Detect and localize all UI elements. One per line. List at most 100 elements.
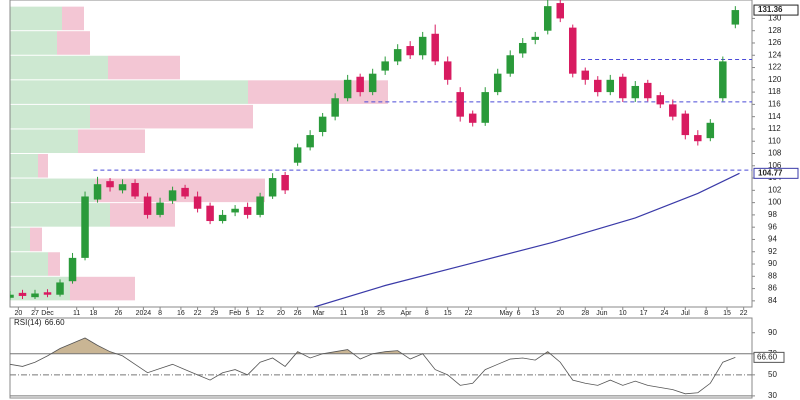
x-tick-label: 29 [210, 310, 218, 317]
candle-body [343, 79, 352, 99]
candle-body [581, 70, 590, 80]
rsi-y-tick-label: 30 [768, 391, 777, 400]
last-price-label: 131.36 [758, 5, 783, 14]
candle-body [644, 82, 652, 99]
y-tick-label: 114 [768, 112, 781, 121]
x-tick-label: 26 [294, 310, 302, 317]
candle-body [556, 3, 564, 19]
x-tick-label: 2024 [136, 310, 152, 317]
candle-body [431, 33, 439, 62]
x-tick-label: 20 [556, 310, 564, 317]
volume-up-bar [10, 104, 90, 129]
x-tick-label: 20 [277, 310, 285, 317]
candle-body [81, 196, 89, 258]
candle-body [106, 181, 114, 188]
volume-up-bar [10, 227, 30, 252]
candle-body [368, 73, 377, 93]
candle-body [669, 104, 677, 117]
rsi-y-tick-label: 50 [768, 370, 777, 379]
rsi-value-box [753, 351, 785, 363]
candle-body [231, 208, 239, 213]
y-tick-label: 110 [768, 136, 781, 145]
x-tick-label: Jul [681, 310, 690, 317]
candle-body [118, 184, 127, 191]
volume-down-bar [38, 154, 48, 178]
candle-body [168, 190, 177, 201]
y-tick-label: 128 [768, 26, 782, 35]
rsi-line [9, 337, 736, 395]
candle-body [10, 294, 14, 298]
rsi-y-tick-label: 90 [768, 328, 777, 337]
candle-body [594, 79, 602, 93]
candle-body [68, 257, 77, 282]
x-tick-label: 20 [14, 310, 22, 317]
candle-body [293, 147, 302, 163]
y-tick-label: 98 [768, 210, 777, 219]
volume-down-bar [48, 252, 60, 276]
x-tick-label: May [499, 310, 513, 317]
volume-down-bar [90, 104, 253, 129]
x-tick-label: 6 [517, 310, 521, 317]
candle-body [281, 174, 289, 191]
x-tick-label: 15 [723, 310, 731, 317]
candle-body [393, 49, 402, 62]
candle-body [43, 292, 52, 295]
candle-body [656, 95, 665, 105]
candle-body [518, 42, 527, 54]
candle-body [256, 196, 264, 215]
candle-body [631, 85, 640, 99]
candle-body [719, 61, 727, 99]
x-tick-label: Dec [41, 310, 54, 317]
candle-body [306, 135, 314, 148]
moving-average-label-box [753, 167, 799, 179]
y-tick-label: 118 [768, 87, 781, 96]
y-tick-label: 126 [768, 38, 782, 47]
candle-body [606, 79, 615, 93]
rsi-panel-frame [9, 317, 753, 399]
rsi-legend: RSI(14) 66.60 [14, 318, 65, 327]
rsi-legend-value: 66.60 [45, 318, 66, 327]
candle-body [18, 292, 27, 296]
candle-body [619, 76, 627, 99]
volume-up-bar [10, 203, 110, 227]
last-price-label-box [753, 4, 799, 16]
rsi-value-label: 66.60 [757, 352, 778, 361]
candle-body [706, 122, 715, 139]
x-tick-label: 26 [114, 310, 122, 317]
moving-average-line [314, 172, 740, 307]
candle-body [694, 135, 702, 142]
x-tick-label: 11 [340, 310, 347, 317]
y-tick-label: 122 [768, 63, 782, 72]
x-tick-label: Apr [401, 310, 413, 317]
y-tick-label: 130 [768, 14, 782, 23]
y-tick-label: 86 [768, 284, 777, 293]
rsi-oversold-fill [10, 338, 735, 396]
candle-body [181, 187, 189, 197]
volume-down-bar [78, 129, 145, 153]
candle-body [206, 205, 214, 222]
x-tick-label: 22 [465, 310, 473, 317]
candle-body [93, 184, 102, 200]
y-tick-label: 108 [768, 149, 782, 158]
candle-body [381, 61, 389, 71]
x-tick-label: 18 [360, 310, 368, 317]
x-tick-label: 16 [177, 310, 185, 317]
volume-up-bar [10, 6, 62, 31]
candle-body [131, 182, 139, 197]
price-panel-frame [9, 0, 753, 308]
volume-down-bar [108, 55, 180, 80]
candle-body [468, 113, 477, 123]
candle-body [456, 92, 464, 117]
x-tick-label: 8 [425, 310, 429, 317]
candle-body [569, 27, 577, 74]
x-tick-label: 10 [619, 310, 627, 317]
volume-up-bar [10, 31, 57, 55]
volume-up-bar [10, 154, 38, 178]
candle-body [331, 98, 339, 117]
y-tick-label: 112 [768, 124, 781, 133]
x-tick-label: 24 [661, 310, 669, 317]
x-tick-label: Jun [596, 310, 607, 317]
candle-body [418, 36, 427, 56]
y-tick-label: 124 [768, 50, 782, 59]
